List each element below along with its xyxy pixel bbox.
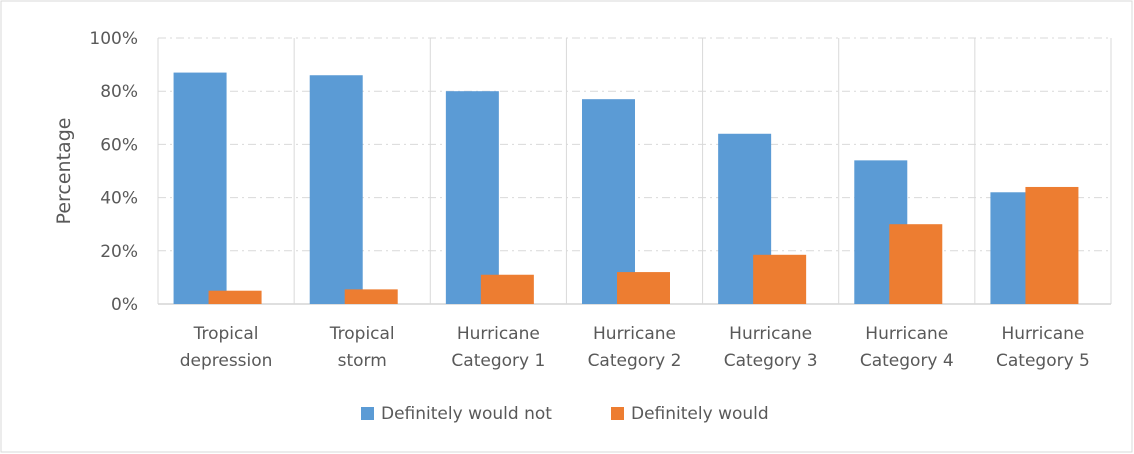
y-tick-label: 80% [100, 82, 138, 102]
bar-definitely-would [1025, 186, 1079, 304]
bar-definitely-would [208, 290, 262, 304]
x-category-label: Category 5 [996, 351, 1090, 371]
y-tick-label: 20% [100, 242, 138, 262]
x-category-label: Hurricane [593, 324, 676, 344]
x-category-label: Category 2 [588, 351, 682, 371]
category-separators [157, 38, 1112, 304]
bars [173, 72, 1079, 305]
x-category-label: Category 4 [860, 351, 954, 371]
bar-definitely-would [889, 224, 943, 304]
legend-swatch [361, 407, 374, 420]
x-category-label: storm [338, 351, 387, 371]
x-category-label: depression [180, 351, 273, 371]
x-category-label: Tropical [193, 324, 259, 344]
bar-definitely-would-not [582, 99, 635, 305]
x-category-label: Category 3 [724, 351, 818, 371]
bar-definitely-would [617, 272, 670, 304]
legend: Definitely would not Definitely would [361, 404, 769, 424]
x-category-label: Category 1 [451, 351, 545, 371]
x-category-label: Hurricane [1001, 324, 1084, 344]
x-category-label: Tropical [329, 324, 395, 344]
bar-definitely-would [480, 274, 534, 304]
legend-item-definitely-would-not: Definitely would not [361, 404, 552, 424]
x-category-label: Hurricane [865, 324, 948, 344]
bar-definitely-would [753, 254, 807, 304]
x-axis-labels: Tropical depression Tropical storm Hurricane… [180, 324, 1090, 371]
y-axis-title: Percentage [53, 118, 75, 225]
legend-item-definitely-would: Definitely would [611, 404, 769, 424]
y-tick-label: 60% [100, 135, 138, 155]
y-tick-label: 0% [111, 295, 138, 315]
x-category-label: Hurricane [729, 324, 812, 344]
legend-swatch [611, 407, 624, 420]
bar-definitely-would [344, 289, 398, 304]
y-tick-label: 40% [100, 189, 138, 209]
legend-label: Definitely would not [381, 404, 552, 424]
bar-definitely-would-not [445, 91, 499, 304]
x-category-label: Hurricane [457, 324, 540, 344]
bar-definitely-would-not [309, 75, 363, 305]
y-tick-label: 100% [89, 29, 138, 49]
legend-label: Definitely would [631, 404, 769, 424]
y-axis-ticks: 0% 20% 40% 60% 80% 100% [89, 29, 138, 315]
bar-definitely-would-not [173, 72, 227, 304]
